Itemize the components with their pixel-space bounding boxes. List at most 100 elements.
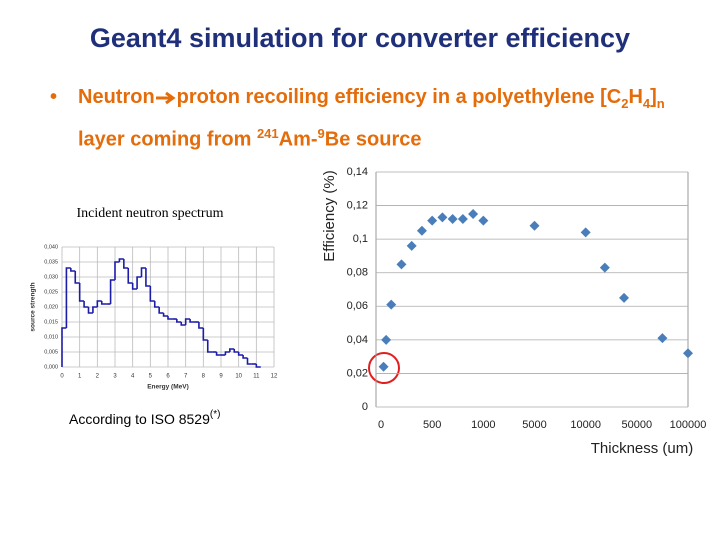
x-tick-label: 1 <box>78 374 82 380</box>
histogram-step <box>96 300 102 307</box>
histogram-step <box>189 319 195 323</box>
y-tick-label: 0,040 <box>44 244 58 250</box>
bullet-part: ] <box>650 86 657 108</box>
y-tick-label: 0,000 <box>44 364 58 370</box>
point <box>580 227 591 238</box>
x-tick-label: 5000 <box>522 419 546 431</box>
histogram-step <box>237 352 244 356</box>
histogram-step <box>123 259 129 269</box>
x-tick-label: 11 <box>253 374 260 380</box>
x-tick-label: 10 <box>235 374 242 380</box>
point <box>478 215 489 226</box>
bullet-part: layer coming from <box>78 128 252 151</box>
y-tick-label: 0,025 <box>44 289 58 295</box>
x-tick-label: 2 <box>96 374 100 380</box>
histogram-step <box>233 349 239 353</box>
point <box>599 262 610 273</box>
point <box>529 220 540 231</box>
x-tick-label: 12 <box>271 374 278 380</box>
point <box>406 240 417 251</box>
x-axis-label: Energy (MeV) <box>147 384 189 391</box>
y-tick-label: 0,020 <box>44 304 58 310</box>
y-tick-label: 0,14 <box>347 166 368 178</box>
bullet-part: Am- <box>278 128 318 151</box>
y-tick-label: 0,035 <box>44 259 58 265</box>
x-tick-label: 4 <box>131 374 135 380</box>
histogram-step <box>153 301 160 308</box>
point <box>657 333 668 344</box>
x-tick-label: 5 <box>149 374 153 380</box>
histogram-step <box>74 271 80 284</box>
x-tick-label: 3 <box>113 374 117 380</box>
histogram-step <box>83 301 89 308</box>
y-tick-label: 0 <box>362 401 368 413</box>
point <box>427 215 438 226</box>
arrow <box>155 91 176 105</box>
point <box>619 292 630 303</box>
histogram-step <box>158 307 164 314</box>
bullet-part: proton recoiling efficiency in a polyeth… <box>176 86 622 108</box>
note: According to ISO 8529(*) <box>69 409 220 427</box>
histogram-step <box>87 307 93 314</box>
y-tick-label: 0,005 <box>44 349 58 355</box>
histogram-step <box>65 267 71 328</box>
histogram-step <box>198 322 204 329</box>
histogram-step <box>202 328 208 341</box>
histogram-step <box>61 327 67 367</box>
slide-title: Geant4 simulation for converter efficien… <box>90 23 630 53</box>
histogram-step <box>70 268 76 272</box>
histogram-step <box>224 351 230 355</box>
y-tick-label: 0,04 <box>347 334 368 346</box>
histogram-step <box>131 283 138 290</box>
bullet-part: 4 <box>642 96 651 111</box>
histogram-step <box>255 364 261 368</box>
y-tick-label: 0,08 <box>347 267 368 279</box>
histogram-step <box>180 322 186 326</box>
histogram-step <box>162 313 168 317</box>
x-axis-label: Thickness (um) <box>591 440 694 457</box>
histogram-step <box>145 268 151 287</box>
histogram-step <box>92 306 98 313</box>
y-tick-label: 0,010 <box>44 334 58 340</box>
bullet-part: n <box>656 96 665 111</box>
histogram-step <box>176 319 182 323</box>
highlight-circle <box>368 352 400 384</box>
point <box>381 334 392 345</box>
histogram-step <box>167 316 173 320</box>
histogram-step <box>149 286 155 302</box>
histogram-step <box>114 261 120 280</box>
bullet-part: 2 <box>621 96 629 111</box>
y-tick-label: 0,02 <box>347 367 368 379</box>
histogram-step <box>215 352 221 356</box>
bullet-part: 241 <box>256 126 279 141</box>
point <box>468 208 479 219</box>
y-tick-label: 0,1 <box>353 233 368 245</box>
chart-title: Incident neutron spectrum <box>77 206 224 221</box>
bullet: • Neutron proton recoiling efficiency in … <box>50 82 670 155</box>
histogram-step <box>100 301 107 305</box>
histogram-step <box>127 268 133 284</box>
x-tick-label: 0 <box>378 419 384 431</box>
note-sup: (*) <box>210 409 221 420</box>
x-tick-label: 8 <box>202 374 206 380</box>
x-tick-label: 100000 <box>670 419 707 431</box>
y-tick-label: 0,030 <box>44 274 58 280</box>
point <box>378 361 389 372</box>
histogram-step <box>242 355 248 359</box>
point <box>437 212 448 223</box>
histogram-step <box>140 267 146 277</box>
x-tick-label: 7 <box>184 374 188 380</box>
y-tick-label: 0,12 <box>347 199 368 211</box>
y-axis-label: Efficiency (%) <box>321 170 338 261</box>
point <box>457 214 468 224</box>
y-tick-label: 0,06 <box>347 300 368 312</box>
bullet-part: Neutron <box>78 86 155 108</box>
x-tick-label: 6 <box>166 374 170 380</box>
histogram-step <box>229 348 235 352</box>
point <box>447 214 458 224</box>
bullet-dot: • <box>50 86 58 108</box>
point <box>386 299 397 310</box>
point <box>416 225 427 236</box>
